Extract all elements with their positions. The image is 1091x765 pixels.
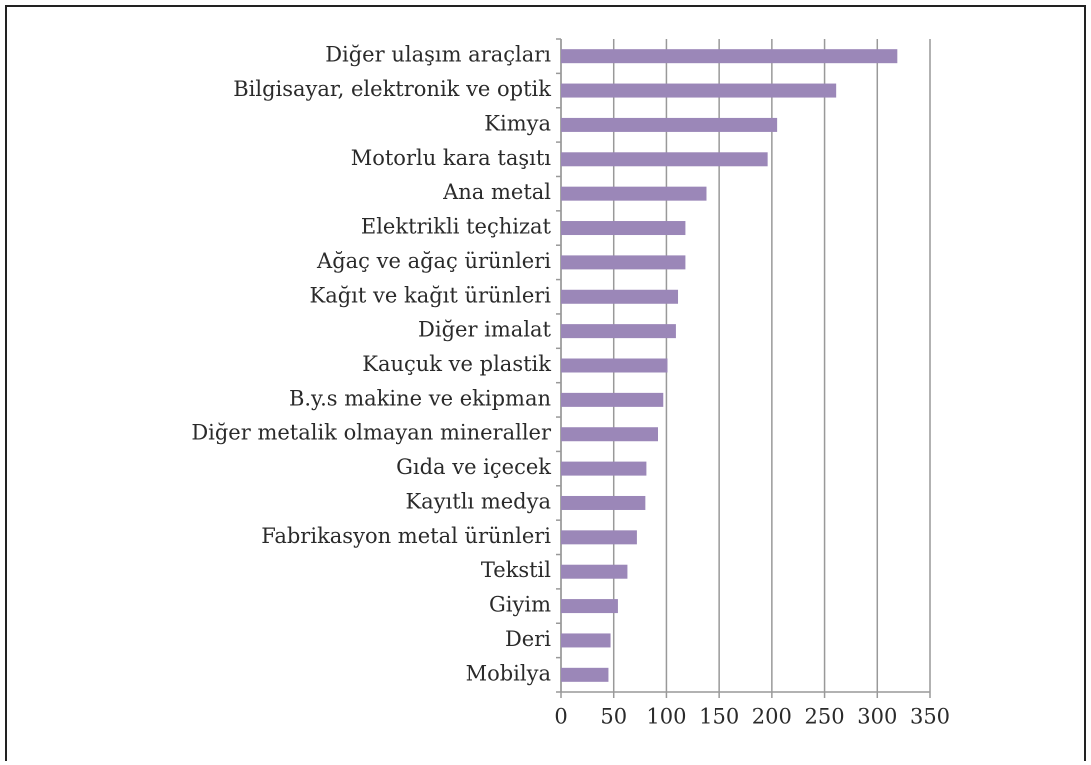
x-tick-label: 250 [805, 705, 845, 729]
bar [561, 427, 658, 442]
y-tick-label: Tekstil [481, 558, 551, 582]
bar [561, 324, 676, 339]
bar [561, 221, 686, 236]
bar [561, 117, 778, 132]
y-tick-label: Fabrikasyon metal ürünleri [261, 524, 551, 548]
bar [561, 358, 668, 373]
y-tick-label: Diğer ulaşım araçları [325, 43, 551, 67]
y-tick-label: Kayıtlı medya [405, 489, 551, 513]
bar [561, 392, 664, 407]
y-tick-label: B.y.s makine ve ekipman [289, 386, 551, 410]
bar [561, 186, 707, 201]
y-tick-label: Bilgisayar, elektronik ve optik [233, 77, 551, 101]
y-tick-label: Elektrikli teçhizat [361, 215, 552, 239]
bar [561, 289, 679, 304]
bar [561, 633, 611, 648]
bar [561, 461, 647, 476]
y-tick-label: Diğer metalik olmayan mineraller [191, 421, 552, 445]
y-tick-label: Diğer imalat [418, 318, 552, 342]
bar [561, 495, 646, 510]
y-tick-label: Mobilya [466, 661, 551, 685]
bar [561, 255, 686, 270]
x-tick-label: 200 [752, 705, 792, 729]
y-tick-label: Kimya [484, 111, 551, 135]
y-tick-label: Giyim [489, 593, 551, 617]
y-tick-label: Kağıt ve kağıt ürünleri [310, 283, 552, 307]
x-tick-label: 300 [857, 705, 897, 729]
y-tick-label: Ana metal [442, 180, 551, 204]
bar [561, 564, 628, 579]
y-tick-label: Motorlu kara taşıtı [351, 146, 552, 170]
y-tick-label: Ağaç ve ağaç ürünleri [316, 249, 551, 273]
y-tick-label: Gıda ve içecek [396, 455, 551, 479]
y-tick-label: Kauçuk ve plastik [362, 352, 551, 376]
bar [561, 530, 637, 545]
x-tick-label: 350 [910, 705, 950, 729]
x-tick-label: 0 [554, 705, 567, 729]
bar [561, 667, 609, 682]
x-tick-label: 150 [699, 705, 739, 729]
x-tick-label: 50 [600, 705, 627, 729]
bar [561, 49, 898, 64]
bar [561, 83, 837, 98]
bar [561, 152, 768, 167]
bar [561, 599, 618, 614]
x-tick-label: 100 [646, 705, 686, 729]
frame [5, 5, 1086, 761]
y-tick-label: Deri [505, 627, 551, 651]
